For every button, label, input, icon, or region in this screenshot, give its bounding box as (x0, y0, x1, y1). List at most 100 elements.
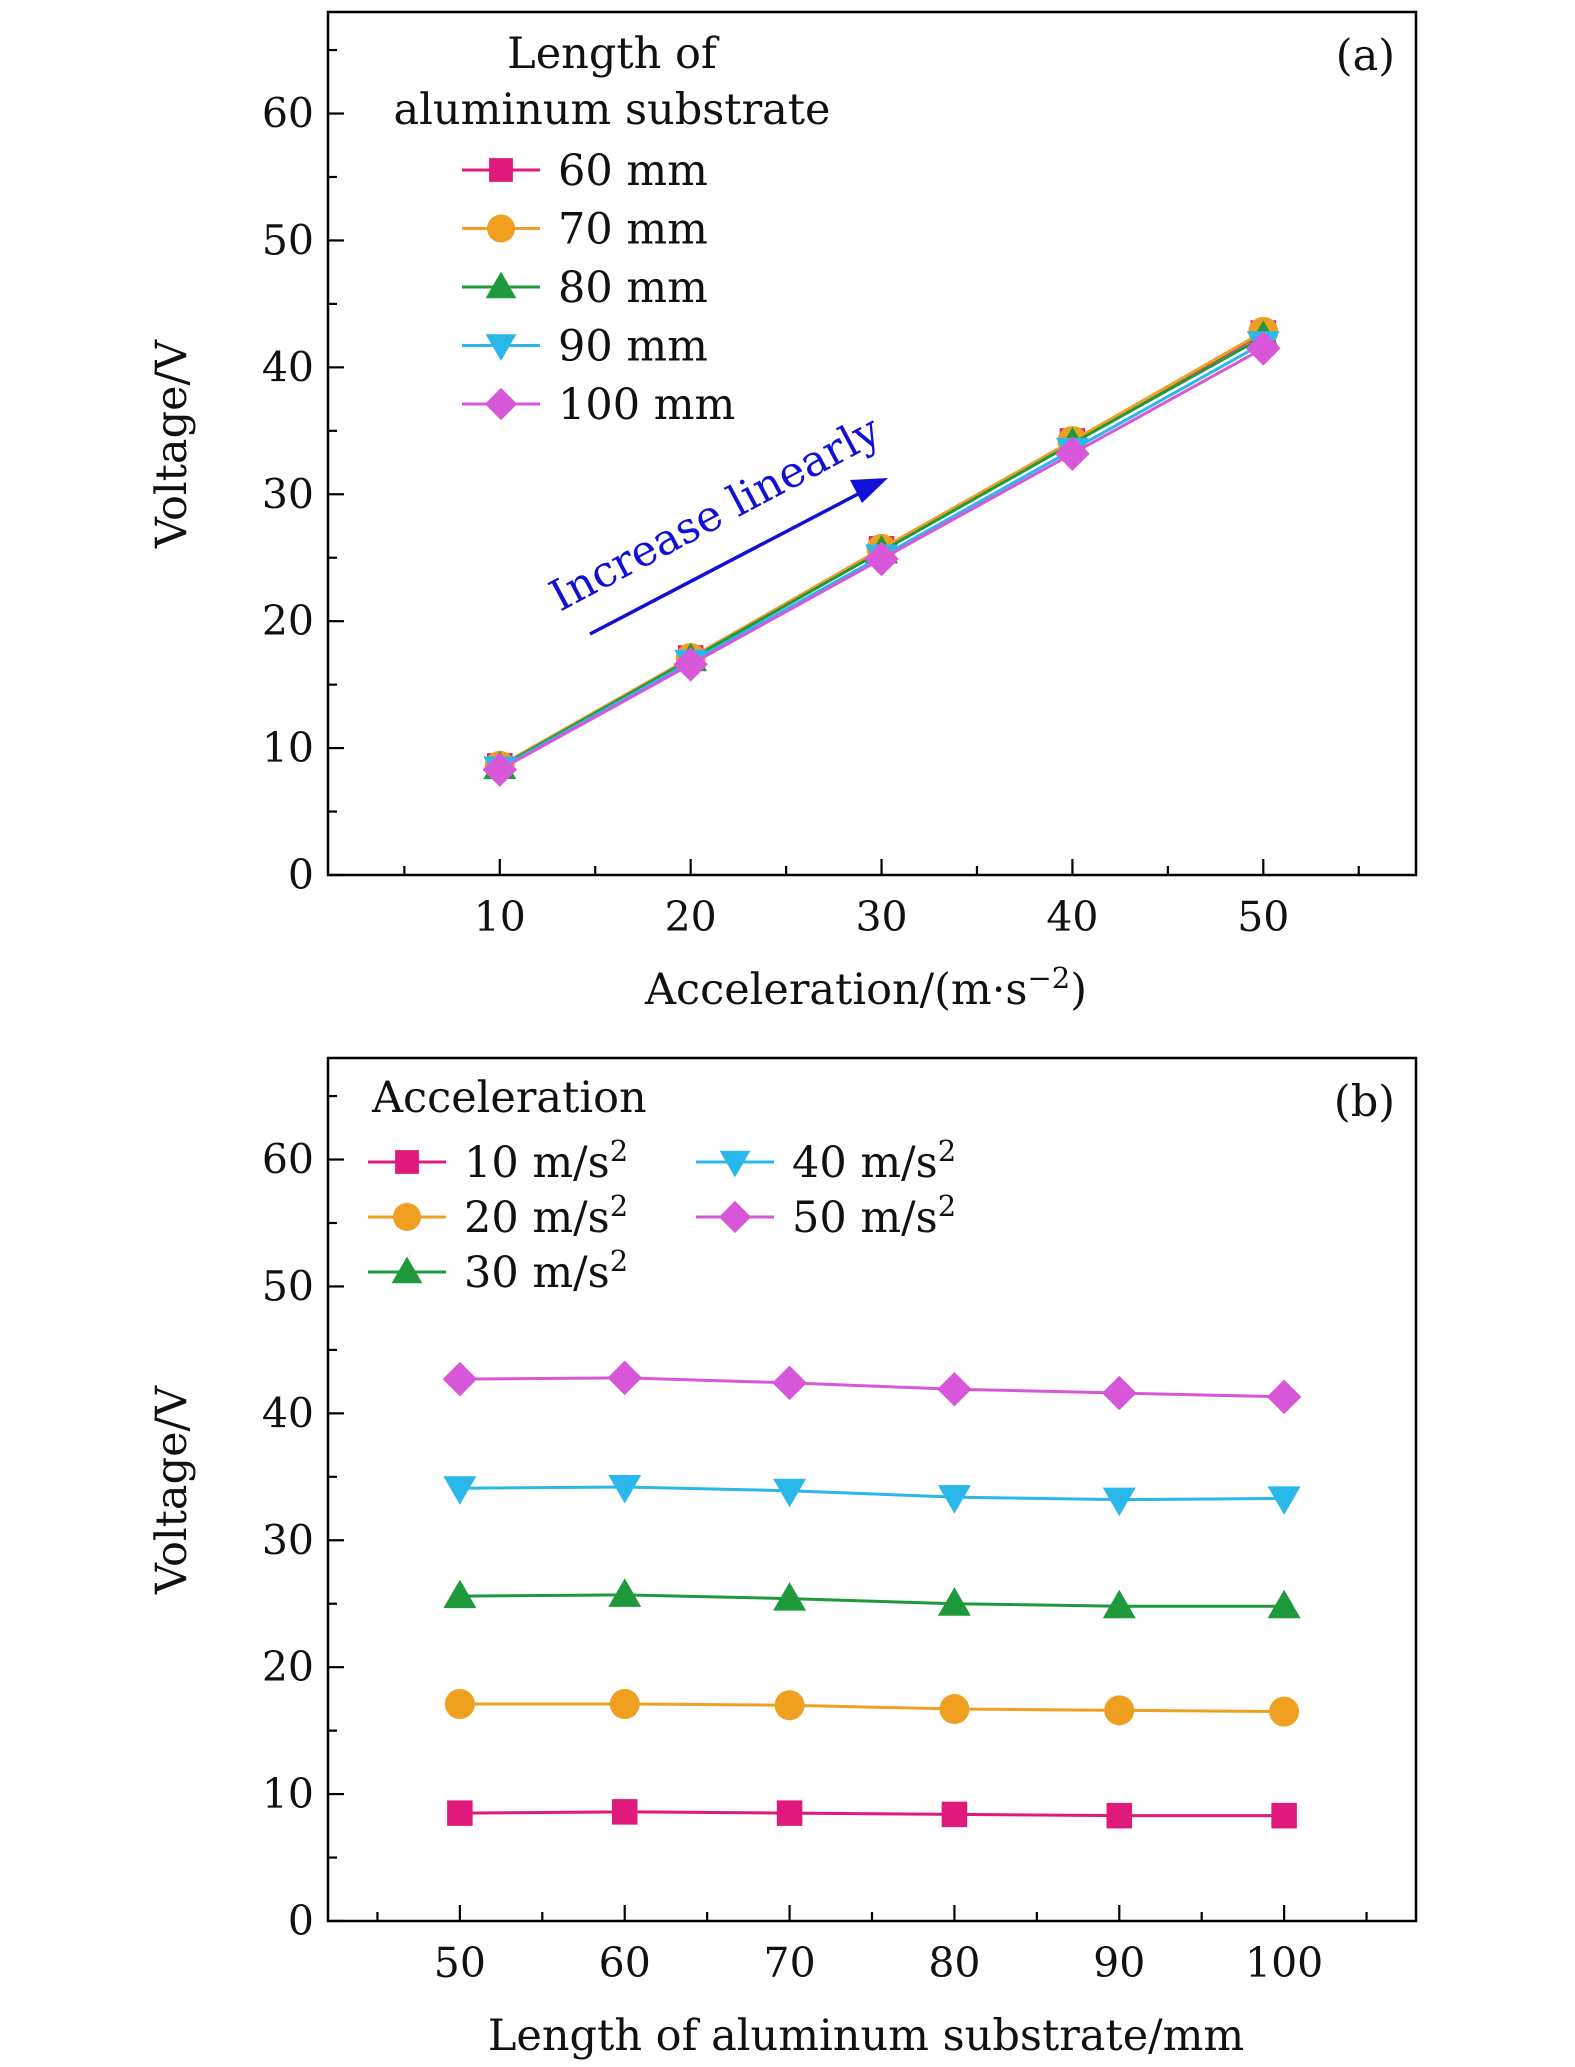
panel-a-xlabel-end: ) (1070, 965, 1087, 1015)
panel-a-legend-text: 80 mm (558, 263, 708, 313)
panel-a-ytick-label: 50 (262, 216, 314, 264)
panel-a-legend-text: 90 mm (558, 322, 708, 372)
panel-b-legend-entry: 40 m/s2 (696, 1134, 956, 1188)
panel-b-series-4 (443, 1474, 1301, 1517)
panel-b-data-point (443, 1579, 477, 1609)
panel-a-ytick-label: 20 (262, 597, 314, 645)
panel-a-data-point (1055, 436, 1090, 471)
panel-b-series-line (459, 1376, 1285, 1399)
panel-b-data-point (773, 1478, 807, 1508)
panel-a-legend-title-line1: Length of (507, 29, 720, 79)
panel-b-xtick-label: 50 (434, 1939, 486, 1987)
panel-b-legend-marker (391, 1256, 423, 1284)
panel-b-ytick-label: 30 (262, 1516, 314, 1564)
panel-b-data-point (937, 1587, 971, 1616)
panel-b-data-point (444, 1688, 475, 1719)
panel-a-ytick-label: 30 (262, 470, 314, 518)
panel-a-legend-marker (489, 158, 513, 182)
trend-annotation-text: Increase linearly (542, 405, 890, 622)
panel-b-data-point (937, 1485, 971, 1514)
panel-b-data-point (1269, 1696, 1300, 1727)
panel-b-legend-text: 30 m/s (464, 1248, 610, 1298)
panel-a-frame (326, 10, 1418, 877)
panel-b-data-point (1102, 1487, 1136, 1517)
panel-a-ylabel: Voltage/V (147, 339, 197, 549)
panel-b-ytick-label: 10 (262, 1770, 314, 1818)
panel-b-legend-marker (718, 1200, 752, 1234)
panel-b-series-5 (442, 1360, 1302, 1415)
panel-a-legend-entries: 60 mm 70 mm 80 mm 90 mm 100 mm (462, 146, 735, 430)
panel-b-legend-text: 10 m/s (464, 1138, 610, 1188)
panel-a-xtick-label: 10 (474, 893, 526, 941)
panel-a-xlabel-sup: −2 (1027, 961, 1070, 995)
panel-b-ytick-label: 40 (262, 1389, 314, 1437)
panel-a-legend-title-line2: aluminum substrate (394, 85, 831, 135)
panel-b-xtick-label: 60 (599, 1939, 651, 1987)
trend-arrow-shaft (589, 491, 861, 636)
panel-b-data-point (443, 1476, 477, 1505)
panel-a-xtick-label: 30 (855, 893, 907, 941)
panel-a-legend-text: 100 mm (558, 380, 735, 430)
panel-b-legend-label: 50 m/s2 (792, 1189, 956, 1243)
panel-a-series-5 (482, 331, 1281, 787)
panel-b-data-point (607, 1360, 642, 1396)
panel-a-legend-entry: 70 mm (462, 205, 708, 255)
panel-a-axes: 0 10 20 30 40 50 60 10 20 30 40 50 (262, 48, 1360, 941)
panel-b-data-point (442, 1361, 478, 1397)
panel-b: 0 10 20 30 40 50 60 50 60 70 80 90 100 (b) Voltage/V… (147, 1056, 1418, 2061)
panel-a-legend-text: 60 mm (558, 146, 708, 196)
panel-a-legend-marker (485, 271, 517, 299)
panel-b-data-point (608, 1474, 642, 1504)
panel-a-legend-entry: 80 mm (462, 263, 708, 313)
panel-b-legend-sup: 2 (610, 1134, 628, 1168)
panel-b-xtick-label: 100 (1245, 1939, 1323, 1987)
panel-a-legend-entry: 90 mm (462, 322, 708, 372)
panel-b-legend-label: 30 m/s2 (464, 1244, 628, 1298)
panel-a-ytick-label: 10 (262, 724, 314, 772)
panel-a-annotation: Increase linearly (542, 405, 890, 636)
panel-a-legend-marker (487, 214, 515, 243)
panel-b-legend-sup: 2 (610, 1244, 628, 1278)
panel-b-axes: 0 10 20 30 40 50 60 50 60 70 80 90 100 (262, 1094, 1368, 1987)
panel-a-xtick-label: 40 (1046, 893, 1098, 941)
panel-b-ytick-label: 60 (262, 1136, 314, 1184)
panel-a-data-point (1246, 331, 1281, 366)
panel-b-series-3 (443, 1578, 1301, 1619)
panel-a-data-point (482, 752, 518, 787)
panel-b-data-point (608, 1578, 642, 1607)
trend-arrow-head (850, 478, 888, 503)
panel-b-xtick-label: 70 (763, 1939, 815, 1987)
panel-b-legend-text: 50 m/s (792, 1193, 938, 1243)
panel-b-legend-entry: 30 m/s2 (368, 1244, 628, 1298)
panel-b-legend-title: Acceleration (371, 1073, 647, 1123)
panel-a-legend-marker (484, 387, 518, 421)
panel-b-data-point (1267, 1486, 1301, 1515)
panel-b-legend-marker (719, 1150, 751, 1178)
panel-b-legend-entry: 50 m/s2 (696, 1189, 956, 1243)
panel-a-ytick-label: 40 (262, 343, 314, 391)
panel-b-label: (b) (1334, 1077, 1395, 1127)
panel-b-data-point (1106, 1802, 1133, 1829)
panel-b-xlabel: Length of aluminum substrate/mm (488, 2011, 1244, 2061)
panel-a-xlabel: Acceleration/(m·s−2) (644, 961, 1087, 1015)
panel-b-plot (442, 1360, 1302, 1829)
panel-b-ytick-label: 20 (262, 1643, 314, 1691)
panel-b-series-line (459, 1702, 1285, 1714)
panel-b-data-point (1266, 1379, 1302, 1415)
panel-a-label: (a) (1336, 31, 1395, 81)
panel-b-xtick-label: 80 (928, 1939, 980, 1987)
panel-a-legend-entry: 60 mm (462, 146, 708, 196)
panel-a-plot (482, 316, 1281, 787)
panel-b-legend-text: 20 m/s (464, 1193, 610, 1243)
panel-a-data-point (864, 541, 899, 577)
panel-b-data-point (937, 1371, 972, 1407)
panel-b-data-point (772, 1365, 807, 1401)
panel-b-ylabel: Voltage/V (147, 1385, 197, 1595)
panel-a-xtick-label: 50 (1237, 893, 1289, 941)
panel-b-series-line (459, 1810, 1285, 1818)
panel-b-xtick-label: 90 (1093, 1939, 1145, 1987)
panel-b-data-point (939, 1694, 970, 1725)
